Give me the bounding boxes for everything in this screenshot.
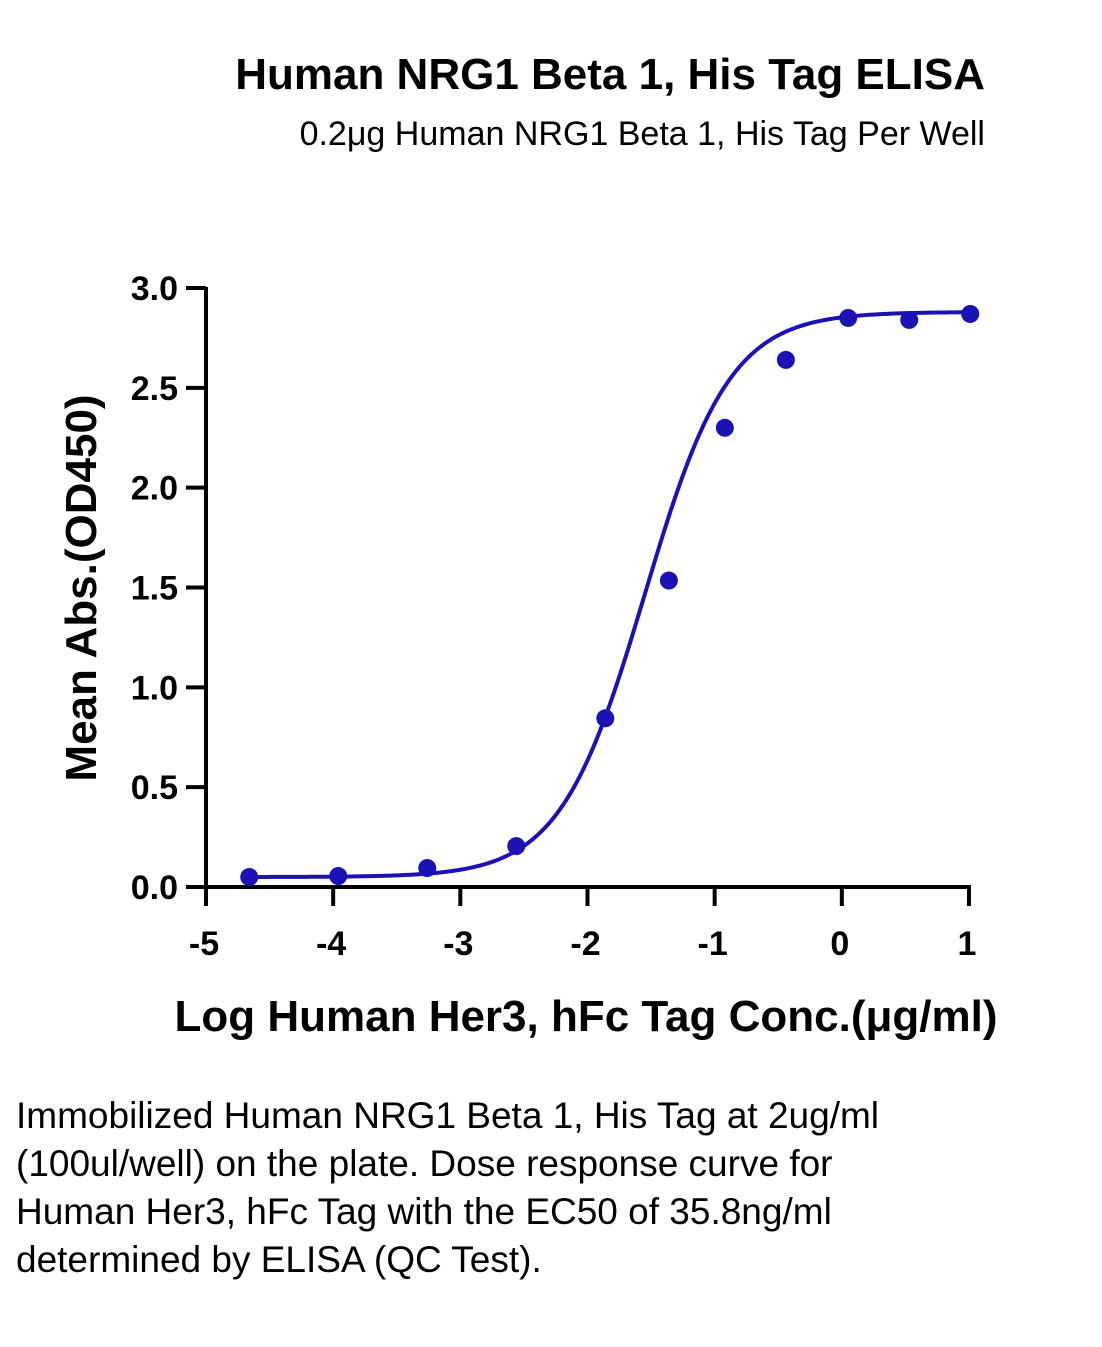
y-tick-label: 0.0: [131, 869, 178, 907]
y-tick-label: 0.5: [131, 769, 178, 807]
data-point: [900, 310, 919, 329]
x-tick-label: -4: [316, 925, 346, 963]
data-point: [507, 837, 526, 856]
x-tick-label: 0: [830, 925, 849, 963]
figure-caption: Immobilized Human NRG1 Beta 1, His Tag a…: [16, 1095, 880, 1280]
dose-response-chart: 0.0 0.5 1.0 1.5 2.0 2.5 3.0 -5 -4 -3 -2 -1 0 1 Log H…: [57, 270, 998, 1041]
data-point: [596, 709, 615, 728]
chart-subtitle: 0.2μg Human NRG1 Beta 1, His Tag Per Wel…: [299, 115, 985, 153]
y-tick-label: 1.5: [131, 570, 178, 608]
chart-title: Human NRG1 Beta 1, His Tag ELISA: [235, 50, 985, 99]
data-point: [776, 350, 795, 369]
x-tick-label: -1: [698, 925, 728, 963]
data-point: [715, 418, 734, 437]
data-point: [240, 868, 259, 887]
data-point: [659, 571, 678, 590]
fit-curve-line: [249, 310, 971, 879]
x-axis-title: Log Human Her3, hFc Tag Conc.(μg/ml): [174, 992, 997, 1041]
data-point: [961, 304, 980, 323]
x-tick-label: -3: [443, 925, 473, 963]
x-tick-label: -5: [189, 925, 219, 963]
y-tick-label: 3.0: [131, 270, 178, 308]
data-point: [418, 859, 437, 878]
x-tick-label: 1: [958, 925, 977, 963]
y-tick-label: 2.0: [131, 470, 178, 508]
data-point: [839, 308, 858, 327]
x-tick-label: -2: [570, 925, 600, 963]
y-axis-title: Mean Abs.(OD450): [57, 394, 106, 781]
y-tick-label: 1.0: [131, 669, 178, 707]
y-tick-label: 2.5: [131, 370, 178, 408]
data-point: [329, 867, 348, 886]
